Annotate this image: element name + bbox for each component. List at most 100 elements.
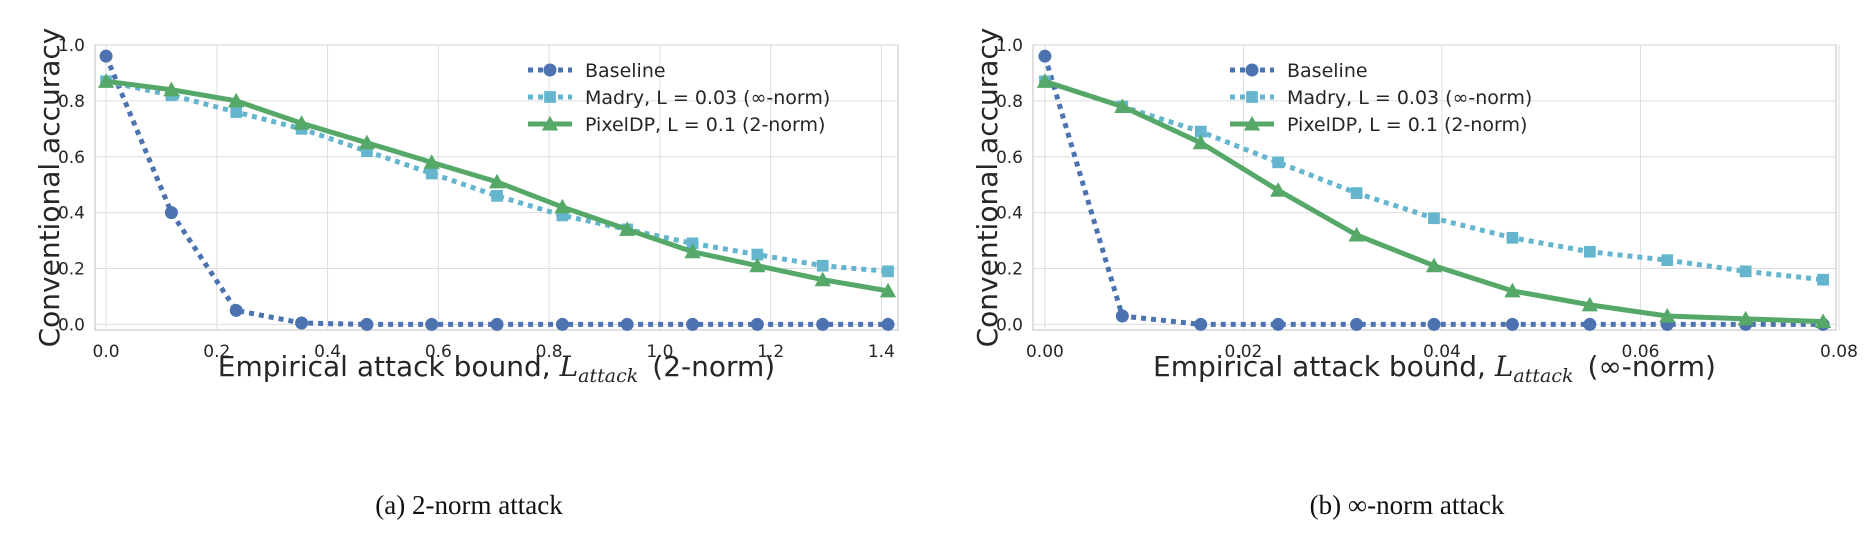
x-tick-label: 0.08	[1820, 342, 1858, 362]
data-point	[881, 317, 895, 331]
data-point	[879, 282, 897, 298]
legend-marker	[543, 63, 557, 77]
x-tick-label: 1.4	[868, 342, 895, 362]
y-tick-label: 0.0	[996, 315, 1023, 335]
data-point	[620, 317, 634, 331]
data-point	[1270, 182, 1287, 197]
x-tick-label: 0.4	[314, 342, 341, 362]
chart-2norm-attack: 0.0 0.2 0.4 0.6 0.8 1.0 1.2 1.4 0.0 0.2 0.4 0.6 0.8 1…	[0, 0, 938, 485]
data-point	[295, 316, 309, 330]
legend-label: Baseline	[1287, 60, 1368, 82]
series-circle	[1038, 49, 1830, 331]
x-tick-label: 1.2	[757, 342, 784, 362]
data-point	[163, 81, 180, 97]
data-point	[1661, 254, 1674, 266]
y-tick-label: 0.6	[996, 148, 1023, 168]
data-point	[358, 134, 376, 150]
data-point	[230, 106, 243, 118]
data-point	[1817, 273, 1829, 286]
x-axis-label-text: Empirical attack bound,	[218, 350, 560, 383]
y-tick-label: 0.4	[996, 204, 1023, 224]
data-point	[750, 317, 764, 331]
chart-2norm-svg: 0.0 0.2 0.4 0.6 0.8 1.0 1.2 1.4 0.0 0.2 0.4 0.6 0.8 1…	[33, 28, 899, 387]
data-point	[1581, 296, 1598, 312]
x-axis-label-suffix: (2-norm)	[652, 350, 775, 383]
data-point	[228, 92, 245, 108]
data-point	[816, 259, 829, 272]
x-axis-label-sub: attack	[1513, 365, 1573, 387]
legend-label: PixelDP, L = 0.1 (2-norm)	[1287, 114, 1527, 136]
legend-marker	[1243, 115, 1261, 131]
data-point	[1348, 226, 1365, 242]
data-point	[1428, 212, 1440, 225]
series-circle	[99, 49, 895, 331]
data-point	[361, 145, 373, 158]
data-point	[556, 209, 569, 222]
y-tick-label: 0.2	[996, 260, 1023, 280]
x-axis-label-math: L	[559, 350, 579, 383]
y-axis-label: Conventional accuracy	[33, 28, 66, 348]
data-point	[1350, 317, 1364, 331]
legend-label: PixelDP, L = 0.1 (2-norm)	[585, 114, 825, 136]
x-axis-label-text: Empirical attack bound,	[1153, 350, 1495, 383]
data-point	[1425, 257, 1443, 273]
chart-infnorm-attack: 0.00 0.02 0.04 0.06 0.08 0.0 0.2 0.4 0.6 0.8 1.0 Co…	[938, 0, 1876, 485]
y-tick-label: 0.0	[58, 315, 85, 335]
data-point	[97, 73, 115, 88]
x-tick-label: 0.06	[1622, 342, 1660, 362]
data-point	[1583, 245, 1596, 258]
y-tick-label: 0.4	[58, 204, 85, 224]
x-axis-label-suffix: (∞-norm)	[1588, 350, 1716, 383]
data-point	[751, 248, 764, 261]
data-point	[1271, 317, 1285, 331]
x-axis-label: Empirical attack bound, Lattack (2-norm)	[218, 350, 775, 387]
data-point	[293, 115, 310, 130]
data-point	[490, 317, 504, 331]
x-tick-label: 0.02	[1224, 342, 1262, 362]
data-point	[684, 243, 701, 259]
x-tick-label: 0.8	[536, 342, 563, 362]
data-point	[1814, 313, 1832, 329]
x-tick-label: 0.6	[425, 342, 452, 362]
data-point	[749, 257, 766, 273]
data-point	[1114, 98, 1131, 113]
x-tick-label: 0.0	[93, 342, 120, 362]
data-point	[1504, 282, 1521, 298]
data-point	[554, 198, 571, 214]
data-point	[882, 265, 894, 278]
data-point	[1737, 310, 1754, 326]
data-point	[555, 317, 569, 331]
caption-b: (b) ∞-norm attack	[1309, 490, 1505, 520]
data-point	[1350, 187, 1363, 199]
data-point	[814, 271, 831, 287]
data-point	[1036, 73, 1054, 88]
legend-label: Madry, L = 0.03 (∞-norm)	[1287, 87, 1532, 109]
data-point	[1038, 49, 1052, 63]
y-tick-label: 0.8	[996, 92, 1023, 112]
data-point	[1659, 307, 1676, 323]
y-tick-label: 0.8	[58, 92, 85, 112]
data-point	[619, 221, 636, 236]
data-point	[816, 317, 830, 331]
caption-a: (a) 2-norm attack	[375, 490, 563, 520]
data-point	[423, 154, 440, 169]
y-axis-label: Conventional accuracy	[971, 28, 1004, 348]
data-point	[99, 49, 113, 63]
legend-marker	[1246, 91, 1258, 103]
data-point	[491, 190, 503, 202]
series-triangle	[1036, 73, 1832, 329]
x-tick-label: 0.00	[1026, 342, 1064, 362]
data-point	[686, 237, 699, 250]
series-triangle	[97, 73, 897, 298]
legend-marker	[541, 115, 559, 131]
data-point	[1194, 125, 1207, 138]
data-point	[425, 317, 439, 331]
data-point	[1272, 156, 1285, 169]
x-axis-label-math: L	[1494, 350, 1514, 383]
chart-infnorm-svg: 0.00 0.02 0.04 0.06 0.08 0.0 0.2 0.4 0.6 0.8 1.0Co…	[971, 28, 1858, 387]
data-point	[360, 317, 374, 331]
y-tick-label: 0.6	[58, 148, 85, 168]
data-point	[1194, 317, 1208, 331]
data-point	[425, 167, 438, 180]
data-point	[1505, 317, 1519, 331]
